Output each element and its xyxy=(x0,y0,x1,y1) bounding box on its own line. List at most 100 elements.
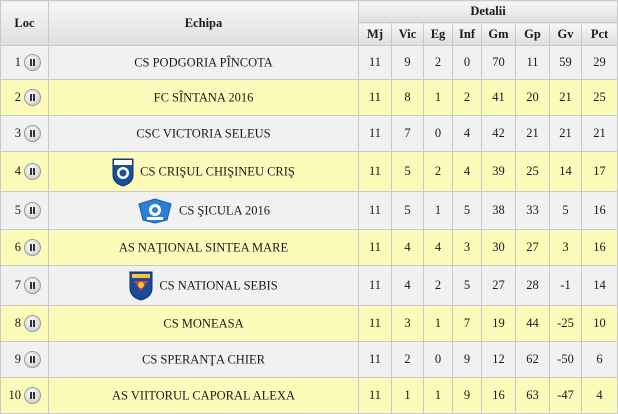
position-number: 5 xyxy=(14,203,21,217)
loc-cell: 6 xyxy=(0,229,49,266)
position-number: 10 xyxy=(8,388,22,402)
loc-cell: 9 xyxy=(0,341,49,378)
stat-vic: 7 xyxy=(391,115,424,152)
team-cell: CS MONEASA xyxy=(48,305,359,342)
stat-inf: 9 xyxy=(452,341,482,378)
stat-mj: 11 xyxy=(358,45,392,80)
team-name: CSC VICTORIA SELEUS xyxy=(136,126,271,141)
stat-gp: 62 xyxy=(515,341,550,378)
stat-inf: 9 xyxy=(452,377,482,414)
stat-mj: 11 xyxy=(358,115,392,152)
header-gv: Gv xyxy=(549,22,582,46)
team-name: CS MONEASA xyxy=(163,316,244,331)
table-row: 3 CSC VICTORIA SELEUS 11 7 0 4 42 21 21 21 xyxy=(0,115,618,152)
stat-vic: 3 xyxy=(391,305,424,342)
stat-gm: 39 xyxy=(481,151,516,192)
stat-eg: 2 xyxy=(423,45,453,80)
stat-gv: 14 xyxy=(549,151,582,192)
stat-gm: 19 xyxy=(481,305,516,342)
stat-vic: 5 xyxy=(391,191,424,230)
header-gp: Gp xyxy=(515,22,550,46)
team-cell: CS CRIŞUL CHIŞINEU CRIŞ xyxy=(48,151,359,192)
header-eg: Eg xyxy=(423,22,453,46)
stat-gm: 70 xyxy=(481,45,516,80)
header-vic: Vic xyxy=(391,22,424,46)
stat-pct: 16 xyxy=(580,191,618,230)
header-inf: Inf xyxy=(452,22,482,46)
table-row: 2 FC SÎNTANA 2016 11 8 1 2 41 20 21 25 xyxy=(0,79,618,116)
pause-icon[interactable] xyxy=(24,387,41,404)
stat-gp: 63 xyxy=(515,377,550,414)
stat-inf: 5 xyxy=(452,191,482,230)
team-name: CS PODGORIA PÎNCOTA xyxy=(134,55,273,70)
position-number: 7 xyxy=(14,278,21,292)
loc-cell: 8 xyxy=(0,305,49,342)
crisul-crest-icon xyxy=(112,157,134,187)
stat-gp: 20 xyxy=(515,79,550,116)
pause-icon[interactable] xyxy=(24,163,41,180)
team-cell: CS NATIONAL SEBIS xyxy=(48,265,359,306)
pause-icon[interactable] xyxy=(24,202,41,219)
stat-inf: 5 xyxy=(452,265,482,306)
pause-icon[interactable] xyxy=(24,54,41,71)
team-name: CS CRIŞUL CHIŞINEU CRIŞ xyxy=(140,164,295,178)
stat-gp: 44 xyxy=(515,305,550,342)
stat-mj: 11 xyxy=(358,305,392,342)
stat-vic: 8 xyxy=(391,79,424,116)
pause-icon[interactable] xyxy=(24,315,41,332)
national-sebis-crest-icon xyxy=(129,271,153,301)
team-cell: AS VIITORUL CAPORAL ALEXA xyxy=(48,377,359,414)
stat-eg: 2 xyxy=(423,265,453,306)
team-name: AS VIITORUL CAPORAL ALEXA xyxy=(112,388,295,403)
stat-pct: 16 xyxy=(580,229,618,266)
position-number: 4 xyxy=(14,164,21,178)
stat-gm: 16 xyxy=(481,377,516,414)
stat-mj: 11 xyxy=(358,229,392,266)
position-number: 3 xyxy=(14,126,21,140)
pause-icon[interactable] xyxy=(24,277,41,294)
stat-eg: 1 xyxy=(423,191,453,230)
pause-icon[interactable] xyxy=(24,125,41,142)
stat-mj: 11 xyxy=(358,265,392,306)
stat-pct: 4 xyxy=(580,377,618,414)
position-number: 2 xyxy=(14,90,21,104)
stat-mj: 11 xyxy=(358,191,392,230)
stat-mj: 11 xyxy=(358,151,392,192)
header-pct: Pct xyxy=(580,22,618,46)
loc-cell: 4 xyxy=(0,151,49,192)
table-row: 7 CS NATIONAL SEBIS 11 4 2 5 27 28 -1 14 xyxy=(0,265,618,306)
stat-pct: 29 xyxy=(580,45,618,80)
pause-icon[interactable] xyxy=(24,351,41,368)
pause-icon[interactable] xyxy=(24,239,41,256)
team-cell: CSC VICTORIA SELEUS xyxy=(48,115,359,152)
stat-inf: 7 xyxy=(452,305,482,342)
loc-cell: 3 xyxy=(0,115,49,152)
loc-cell: 7 xyxy=(0,265,49,306)
stat-vic: 1 xyxy=(391,377,424,414)
team-cell: CS PODGORIA PÎNCOTA xyxy=(48,45,359,80)
stat-gp: 25 xyxy=(515,151,550,192)
team-name: CS ŞICULA 2016 xyxy=(179,203,270,217)
stat-gp: 11 xyxy=(515,45,550,80)
stat-inf: 3 xyxy=(452,229,482,266)
stat-gv: -1 xyxy=(549,265,582,306)
loc-cell: 1 xyxy=(0,45,49,80)
position-number: 1 xyxy=(14,55,21,69)
stat-eg: 1 xyxy=(423,79,453,116)
pause-icon[interactable] xyxy=(24,89,41,106)
loc-cell: 2 xyxy=(0,79,49,116)
stat-gm: 27 xyxy=(481,265,516,306)
stat-mj: 11 xyxy=(358,377,392,414)
stat-pct: 10 xyxy=(580,305,618,342)
table-row: 1 CS PODGORIA PÎNCOTA 11 9 2 0 70 11 59 29 xyxy=(0,45,618,80)
position-number: 8 xyxy=(14,316,21,330)
stat-pct: 6 xyxy=(580,341,618,378)
team-cell: CS SPERANŢA CHIER xyxy=(48,341,359,378)
sicula-crest-icon xyxy=(137,197,173,224)
stat-inf: 4 xyxy=(452,115,482,152)
stat-gm: 30 xyxy=(481,229,516,266)
stat-inf: 2 xyxy=(452,79,482,116)
stat-gv: -50 xyxy=(549,341,582,378)
stat-gv: 59 xyxy=(549,45,582,80)
loc-cell: 5 xyxy=(0,191,49,230)
